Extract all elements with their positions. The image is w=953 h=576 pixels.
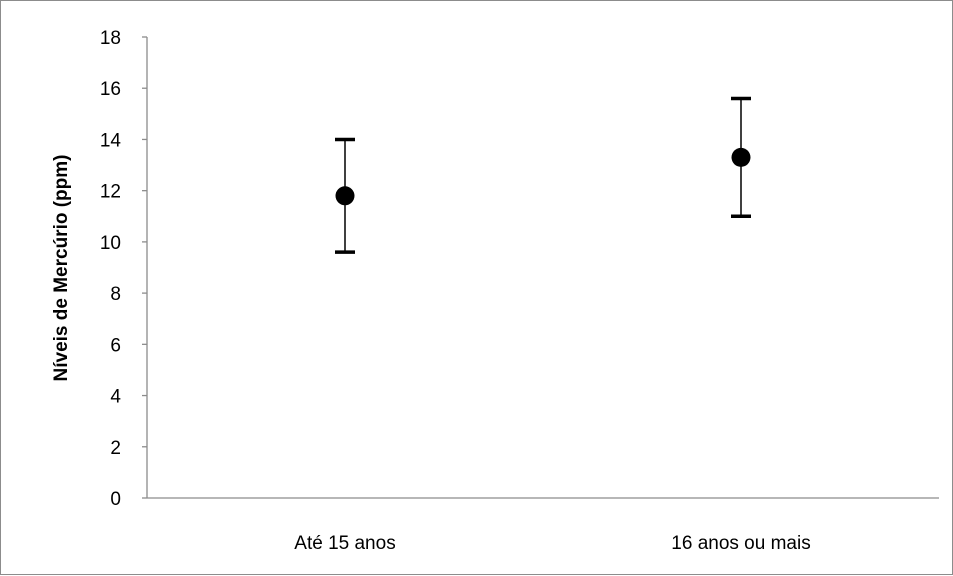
y-tick-label: 0 [110, 489, 121, 510]
x-tick-label: 16 anos ou mais [671, 533, 810, 554]
y-tick-label: 12 [100, 182, 121, 203]
y-tick-label: 14 [100, 130, 122, 151]
y-tick-label: 8 [110, 284, 121, 305]
y-tick-label: 4 [110, 387, 121, 408]
data-point [335, 186, 355, 206]
y-tick-label: 2 [110, 438, 121, 459]
y-axis-label: Níveis de Mercúrio (ppm) [51, 155, 72, 382]
y-tick-label: 10 [100, 233, 121, 254]
y-tick-label: 18 [100, 28, 121, 49]
y-tick-label: 16 [100, 79, 121, 100]
data-point [731, 147, 751, 167]
x-tick-label: Até 15 anos [294, 533, 395, 554]
y-tick-label: 6 [110, 335, 121, 356]
